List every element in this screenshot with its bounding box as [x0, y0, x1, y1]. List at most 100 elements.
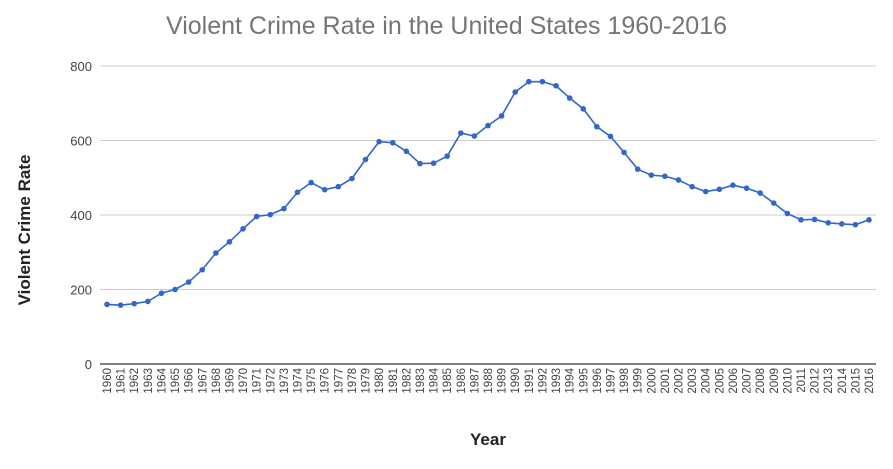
data-point: [131, 300, 138, 307]
data-point: [444, 153, 450, 159]
y-tick-label: 400: [70, 208, 92, 223]
x-tick-label: 2009: [769, 368, 781, 394]
x-tick-label: 1972: [265, 368, 277, 394]
data-point: [811, 216, 818, 223]
x-tick-label: 1976: [320, 368, 332, 394]
x-tick-label: 1997: [605, 368, 617, 394]
x-tick-label: 1990: [510, 368, 522, 394]
x-tick-label: 1999: [633, 368, 645, 394]
data-point: [757, 190, 763, 196]
data-point: [702, 188, 709, 195]
data-point: [417, 160, 423, 167]
data-point: [634, 166, 641, 172]
x-tick-label: 1969: [224, 368, 236, 394]
data-point: [553, 82, 559, 89]
data-point: [240, 225, 246, 232]
x-tick-label: 1964: [156, 367, 168, 393]
x-tick-label: 2013: [823, 368, 835, 394]
x-tick-label: 1996: [592, 368, 604, 394]
data-point: [662, 173, 668, 180]
x-tick-label: 2001: [660, 368, 672, 394]
data-point: [580, 106, 587, 112]
data-point: [226, 239, 233, 245]
x-tick-label: 2012: [810, 368, 822, 394]
x-tick-label: 1991: [524, 368, 536, 394]
x-tick-label: 2002: [674, 368, 686, 394]
x-tick-label: 1980: [374, 368, 386, 394]
data-point: [457, 130, 464, 136]
y-tick-label: 200: [70, 283, 92, 298]
y-tick-label: 0: [85, 357, 92, 372]
data-point: [852, 221, 859, 228]
data-point: [866, 217, 872, 223]
data-point: [104, 301, 110, 308]
x-tick-label: 1986: [456, 368, 468, 394]
x-tick-label: 1967: [197, 368, 209, 394]
x-tick-label: 2011: [796, 368, 808, 393]
x-tick-label: 1984: [429, 367, 441, 393]
x-axis-label: Year: [470, 430, 506, 449]
data-point: [648, 172, 655, 178]
data-point: [566, 95, 573, 101]
data-point: [784, 210, 791, 217]
data-point: [281, 205, 287, 212]
data-point: [594, 123, 600, 130]
data-point: [403, 148, 410, 155]
data-point: [213, 250, 219, 256]
data-point: [267, 211, 274, 218]
x-tick-label: 1977: [333, 368, 345, 394]
x-tick-label: 1970: [238, 368, 250, 394]
data-point: [689, 183, 695, 190]
x-tick-label: 1960: [102, 368, 114, 394]
data-point: [199, 266, 206, 273]
y-tick-label: 800: [70, 59, 92, 74]
data-point: [798, 217, 804, 223]
x-tick-label: 2003: [687, 368, 699, 394]
data-point: [158, 290, 165, 297]
x-tick-label: 1988: [483, 368, 495, 394]
data-point: [308, 179, 314, 186]
data-point: [485, 122, 491, 129]
x-tick-label: 2016: [864, 368, 876, 394]
data-point: [621, 149, 627, 156]
y-tick-label: 600: [70, 134, 92, 149]
data-point: [349, 175, 355, 182]
data-point: [145, 298, 151, 305]
x-tick-label: 2000: [646, 368, 658, 394]
data-point: [389, 139, 396, 146]
data-point: [430, 160, 437, 167]
data-point: [117, 302, 124, 308]
data-point: [335, 183, 342, 190]
chart-title: Violent Crime Rate in the United States …: [166, 12, 727, 40]
data-point: [607, 133, 614, 140]
x-tick-label: 2014: [837, 367, 849, 393]
data-point: [321, 186, 328, 193]
x-tick-label: 1974: [293, 367, 305, 393]
x-tick-label: 1995: [578, 368, 590, 394]
x-tick-label: 1978: [347, 368, 359, 394]
x-tick-label: 1992: [537, 368, 549, 394]
x-tick-label: 2010: [782, 368, 794, 394]
data-point: [362, 156, 369, 163]
data-point: [253, 213, 260, 220]
x-tick-label: 1961: [116, 368, 128, 394]
data-point: [675, 177, 682, 183]
x-tick-label: 2005: [714, 368, 726, 394]
data-point: [770, 200, 777, 206]
data-point: [716, 186, 723, 193]
data-point: [825, 220, 831, 226]
x-tick-label: 2015: [850, 368, 862, 394]
data-point: [539, 78, 546, 85]
x-tick-label: 1966: [184, 368, 196, 394]
data-point: [730, 182, 736, 188]
x-tick-label: 1998: [619, 368, 631, 394]
x-tick-label: 1994: [565, 367, 577, 393]
x-tick-label: 1968: [211, 368, 223, 394]
x-tick-label: 1979: [361, 368, 373, 394]
x-tick-label: 2008: [755, 368, 767, 394]
x-tick-label: 1981: [388, 368, 400, 394]
x-tick-label: 1971: [252, 368, 264, 394]
x-tick-label: 1985: [442, 368, 454, 394]
data-point: [498, 113, 505, 119]
